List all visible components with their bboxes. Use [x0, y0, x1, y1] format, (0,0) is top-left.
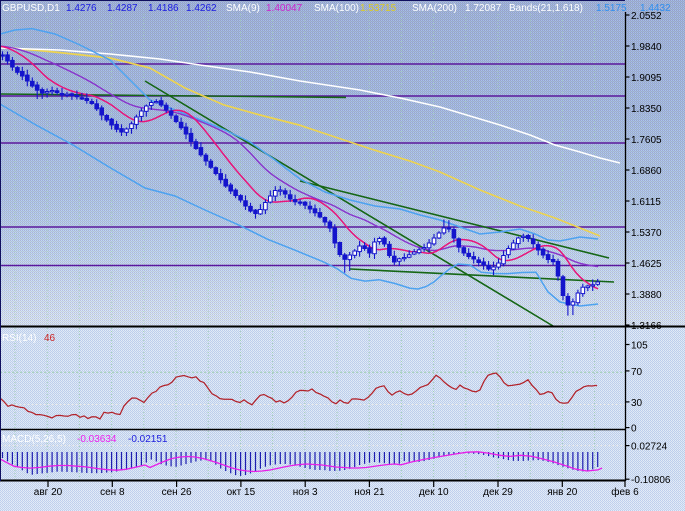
svg-text:Bands(21,1.618): Bands(21,1.618) — [509, 3, 583, 14]
svg-text:-0.10806: -0.10806 — [631, 475, 671, 486]
svg-text:1.4625: 1.4625 — [631, 259, 662, 270]
svg-text:1.40047: 1.40047 — [266, 3, 303, 14]
svg-text:105: 105 — [631, 341, 648, 352]
svg-text:1.4432: 1.4432 — [640, 3, 671, 14]
svg-text:1.6860: 1.6860 — [631, 166, 662, 177]
svg-text:1.6115: 1.6115 — [631, 197, 661, 208]
svg-text:сен 8: сен 8 — [100, 487, 125, 498]
svg-text:1.4186: 1.4186 — [148, 3, 179, 14]
svg-text:SMA(9): SMA(9) — [226, 3, 260, 14]
svg-text:46: 46 — [44, 333, 56, 344]
svg-text:1.5370: 1.5370 — [631, 228, 662, 239]
svg-text:SMA(200): SMA(200) — [412, 3, 457, 14]
svg-text:SMA(100): SMA(100) — [314, 3, 359, 14]
svg-text:1.4262: 1.4262 — [186, 3, 217, 14]
svg-text:MACD(5,26,5): MACD(5,26,5) — [2, 434, 66, 445]
svg-text:1.7605: 1.7605 — [631, 135, 662, 146]
svg-text:RSI(14): RSI(14) — [2, 333, 36, 344]
svg-text:0.02724: 0.02724 — [631, 442, 668, 453]
svg-text:1.72087: 1.72087 — [465, 3, 502, 14]
svg-text:дек 10: дек 10 — [419, 487, 449, 498]
svg-text:GBPUSD,D1: GBPUSD,D1 — [2, 3, 60, 14]
svg-text:-0.03634: -0.03634 — [77, 434, 117, 445]
svg-text:1.9095: 1.9095 — [631, 73, 662, 84]
svg-text:авг 20: авг 20 — [34, 487, 63, 498]
svg-text:1.3166: 1.3166 — [631, 321, 662, 332]
svg-text:1.9840: 1.9840 — [631, 42, 662, 53]
svg-text:1.4276: 1.4276 — [66, 3, 97, 14]
svg-text:1.4287: 1.4287 — [107, 3, 138, 14]
svg-text:ноя 3: ноя 3 — [293, 487, 318, 498]
svg-text:30: 30 — [631, 398, 643, 409]
svg-text:1.8350: 1.8350 — [631, 104, 662, 115]
svg-text:1.3880: 1.3880 — [631, 290, 662, 301]
svg-text:янв 20: янв 20 — [547, 487, 578, 498]
svg-text:ноя 21: ноя 21 — [354, 487, 385, 498]
svg-text:1.5175: 1.5175 — [596, 3, 627, 14]
svg-text:сен 26: сен 26 — [162, 487, 192, 498]
svg-text:фев 6: фев 6 — [611, 486, 639, 498]
svg-text:70: 70 — [631, 367, 643, 378]
svg-text:1.53715: 1.53715 — [360, 3, 397, 14]
svg-text:-0.02151: -0.02151 — [128, 434, 168, 445]
svg-text:0: 0 — [631, 424, 637, 435]
svg-text:окт 15: окт 15 — [227, 487, 256, 498]
svg-text:дек 29: дек 29 — [483, 487, 513, 498]
svg-text:2.0552: 2.0552 — [631, 11, 662, 22]
